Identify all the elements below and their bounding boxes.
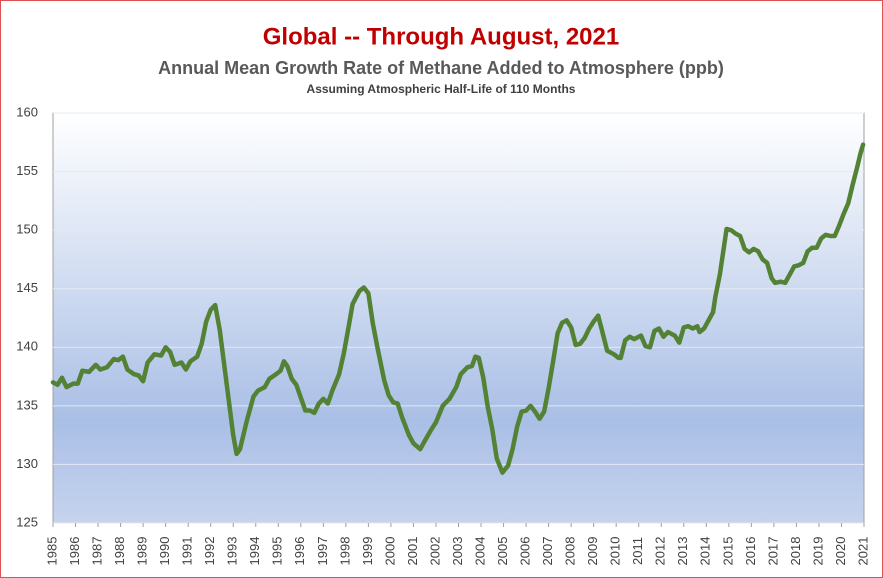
x-tick-label: 2007: [540, 537, 555, 566]
x-tick-label: 1998: [337, 537, 352, 566]
x-tick-label: 2017: [765, 537, 780, 566]
x-tick-label: 2008: [563, 537, 578, 566]
x-tick-label: 2001: [405, 537, 420, 566]
y-tick-label: 160: [16, 104, 38, 119]
y-tick-label: 145: [16, 280, 38, 295]
x-tick-label: 2016: [743, 537, 758, 566]
x-tick-label: 2021: [855, 537, 870, 566]
chart-note: Assuming Atmospheric Half-Life of 110 Mo…: [307, 82, 576, 96]
x-tick-label: 2005: [495, 537, 510, 566]
x-tick-label: 2015: [720, 537, 735, 566]
chart-title: Global -- Through August, 2021: [263, 23, 619, 50]
x-tick-label: 1988: [112, 537, 127, 566]
x-tick-label: 2003: [450, 537, 465, 566]
x-tick-label: 1997: [315, 537, 330, 566]
y-tick-label: 140: [16, 339, 38, 354]
x-tick-label: 2020: [833, 537, 848, 566]
x-tick-label: 2010: [608, 537, 623, 566]
x-tick-label: 2000: [382, 537, 397, 566]
y-tick-label: 155: [16, 163, 38, 178]
x-tick-label: 1985: [44, 537, 59, 566]
x-tick-label: 2018: [788, 537, 803, 566]
x-tick-label: 1987: [89, 537, 104, 566]
x-tick-label: 2002: [427, 537, 442, 566]
x-tick-label: 1999: [360, 537, 375, 566]
x-tick-label: 2012: [653, 537, 668, 566]
x-tick-label: 1993: [225, 537, 240, 566]
x-tick-label: 1989: [135, 537, 150, 566]
x-tick-label: 1990: [157, 537, 172, 566]
x-tick-label: 1992: [202, 537, 217, 566]
x-tick-label: 1986: [67, 537, 82, 566]
x-tick-label: 2013: [675, 537, 690, 566]
x-tick-label: 2009: [585, 537, 600, 566]
y-tick-label: 125: [16, 514, 38, 529]
x-tick-label: 2014: [698, 537, 713, 566]
x-tick-label: 1991: [180, 537, 195, 566]
y-tick-label: 150: [16, 222, 38, 237]
x-tick-label: 1994: [247, 537, 262, 566]
chart-subtitle: Annual Mean Growth Rate of Methane Added…: [158, 58, 724, 78]
x-tick-label: 2006: [518, 537, 533, 566]
x-tick-label: 2011: [630, 537, 645, 565]
x-tick-label: 1996: [292, 537, 307, 566]
data-line: [50, 142, 866, 475]
y-tick-label: 130: [16, 456, 38, 471]
plot-area: [52, 112, 865, 524]
x-tick-label: 2019: [810, 537, 825, 566]
x-tick-label: 1995: [270, 537, 285, 566]
x-tick-label: 2004: [472, 537, 487, 566]
y-tick-label: 135: [16, 397, 38, 412]
